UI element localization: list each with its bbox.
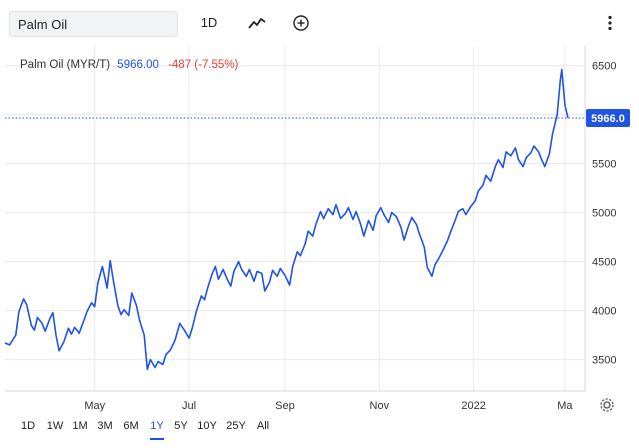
vertical-dots-icon — [608, 15, 612, 31]
plus-circle-icon — [293, 15, 309, 31]
range-25y-button[interactable]: 25Y — [226, 420, 246, 432]
range-all-button[interactable]: All — [256, 420, 270, 432]
range-3m-button[interactable]: 3M — [97, 420, 113, 432]
x-tick-label: Jul — [182, 400, 196, 412]
interval-button[interactable]: 1D — [200, 15, 218, 30]
svg-text:Palm Oil (MYR/T) 5966.: Palm Oil (MYR/T) 5966.00 -487 (-7.55%) — [20, 59, 239, 71]
legend-change: -487 (-7.55%) — [168, 59, 238, 71]
y-tick-label: 5000 — [592, 208, 616, 220]
range-5y-button[interactable]: 5Y — [174, 420, 188, 432]
compare-button[interactable] — [289, 11, 313, 35]
more-menu-button[interactable] — [600, 11, 620, 35]
y-tick-label: 5500 — [592, 159, 616, 171]
y-tick-label: 6500 — [592, 61, 616, 73]
last-value-badge: 5966.0 — [586, 108, 630, 127]
chart-type-button[interactable] — [245, 11, 269, 35]
chart-settings-button[interactable] — [597, 395, 617, 415]
range-1y-button[interactable]: 1Y — [148, 415, 166, 440]
chart-legend: Palm Oil (MYR/T) 5966.00 -487 (-7.55%) — [20, 59, 239, 71]
x-tick-label: Ma — [557, 400, 573, 412]
last-value-label: 5966.0 — [591, 113, 625, 125]
range-1d-button[interactable]: 1D — [20, 420, 36, 432]
x-tick-label: Nov — [370, 400, 390, 412]
x-tick-label: May — [84, 400, 105, 412]
price-series-line — [4, 68, 569, 371]
range-6m-button[interactable]: 6M — [123, 420, 139, 432]
symbol-search[interactable] — [9, 11, 178, 37]
line-chart-icon — [248, 18, 266, 29]
symbol-search-input[interactable] — [10, 12, 176, 36]
y-tick-label: 4000 — [592, 306, 616, 318]
x-tick-label: Sep — [275, 400, 295, 412]
chart-toolbar: 1D — [0, 0, 639, 46]
gear-icon — [600, 398, 614, 412]
x-tick-label: 2022 — [461, 400, 485, 412]
legend-symbol-name: Palm Oil (MYR/T) — [20, 59, 110, 71]
y-tick-label: 3500 — [592, 355, 616, 367]
range-selector: 1D 1W 1M 3M 6M 1Y 5Y 10Y 25Y All — [0, 398, 639, 440]
legend-price: 5966.00 — [117, 59, 159, 71]
range-10y-button[interactable]: 10Y — [197, 420, 217, 432]
range-1m-button[interactable]: 1M — [72, 420, 88, 432]
y-tick-label: 4500 — [592, 257, 616, 269]
chart-canvas[interactable]: 3500 4000 4500 5000 5500 6500 May Jul Sep Nov 202… — [0, 46, 639, 418]
range-1w-button[interactable]: 1W — [46, 420, 64, 432]
price-chart[interactable]: 3500 4000 4500 5000 5500 6500 May Jul Sep Nov 202… — [0, 46, 639, 418]
